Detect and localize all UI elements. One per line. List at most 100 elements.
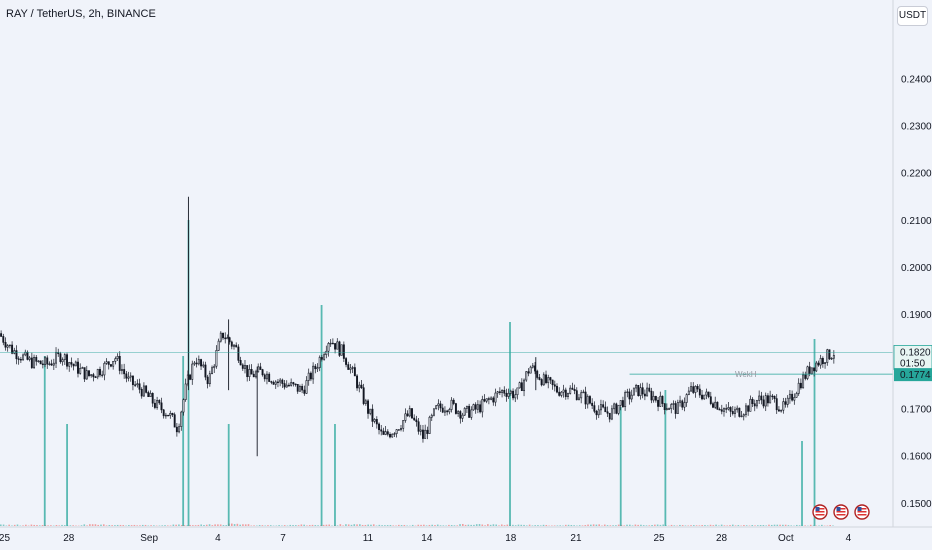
candle-body: [316, 367, 319, 370]
us-flag-icon[interactable]: [854, 504, 870, 520]
candle-body: [509, 390, 512, 394]
volume-bar: [784, 524, 787, 526]
time-tick-label: Oct: [778, 533, 794, 544]
volume-bar: [503, 525, 506, 526]
volume-bar: [473, 524, 475, 526]
volume-bar: [16, 524, 19, 526]
candle-body: [250, 369, 253, 375]
candle-body: [131, 375, 134, 386]
candle-body: [252, 373, 255, 378]
us-flag-icon[interactable]: [833, 504, 849, 520]
volume-bar: [425, 525, 428, 526]
candle-body: [402, 420, 405, 429]
candle-body: [397, 429, 400, 431]
volume-bar: [737, 525, 740, 526]
candle-body: [742, 414, 745, 417]
volume-bar: [467, 524, 470, 526]
volume-bar: [22, 525, 24, 526]
candle-body: [224, 337, 227, 340]
candle-body: [670, 404, 673, 410]
candle-body: [301, 385, 304, 391]
candle-body: [507, 392, 510, 397]
candle-body: [63, 354, 66, 360]
candle-body: [55, 352, 57, 364]
volume-bar: [821, 524, 823, 526]
candle-body: [454, 403, 457, 414]
candle-body: [351, 367, 354, 369]
candle-body: [459, 411, 462, 419]
candle-body: [806, 366, 809, 379]
volume-bar: [217, 524, 219, 526]
candle-body: [364, 400, 367, 404]
candle-body: [799, 382, 802, 389]
candle-body: [378, 423, 380, 431]
candle-body: [26, 351, 29, 360]
candle-body: [551, 379, 554, 386]
symbol-title[interactable]: RAY / TetherUS, 2h, BINANCE: [6, 8, 156, 20]
candle-body: [184, 383, 187, 400]
us-flag-icon[interactable]: [812, 504, 828, 520]
volume-bar: [590, 524, 592, 526]
volume-bar: [520, 524, 523, 526]
price-tick-label: 0.2400: [901, 74, 932, 85]
time-tick-label: 14: [421, 533, 433, 544]
candle-body: [428, 416, 431, 434]
candle-body: [560, 391, 563, 396]
volume-bar: [500, 524, 503, 526]
time-axis[interactable]: 25 28 Sep 4 7 11 14 18 21 25 28 Oct 4: [0, 533, 852, 544]
volume-bar: [231, 523, 233, 526]
event-markers[interactable]: [812, 504, 870, 520]
volume-bar: [345, 524, 347, 526]
volume-bar: [706, 525, 709, 526]
candle-body: [318, 357, 321, 368]
currency-badge[interactable]: USDT: [897, 6, 928, 26]
volume-bar: [136, 525, 138, 526]
volume-bar: [36, 525, 38, 526]
candle-body: [679, 400, 682, 403]
candle-body: [380, 429, 383, 432]
candle-body: [613, 403, 616, 410]
candle-body: [654, 395, 657, 401]
volume-bar: [236, 523, 239, 526]
volume-bar: [720, 524, 723, 526]
candle-body: [90, 374, 93, 376]
candle-body: [237, 346, 240, 361]
volume-spike: [227, 424, 230, 526]
volume-bar: [192, 525, 194, 526]
volume-bar: [754, 525, 756, 526]
candle-body: [246, 365, 249, 378]
candle-body: [175, 426, 178, 433]
volume-bar: [111, 525, 113, 526]
price-axis[interactable]: 0.15000.16000.17000.18000.19000.20000.21…: [901, 74, 932, 510]
candle-body: [134, 384, 137, 386]
volume-bar: [745, 525, 748, 526]
candle-body: [294, 383, 297, 386]
candle-body: [683, 402, 686, 408]
volume-bar: [397, 524, 400, 526]
candle-body: [334, 343, 337, 350]
candle-body: [244, 365, 246, 369]
candle-body: [195, 362, 198, 365]
volume-bar: [743, 525, 745, 526]
price-tick-label: 0.1900: [901, 310, 932, 321]
candle-body: [4, 342, 7, 348]
volume-bar: [144, 524, 147, 526]
volume-bar: [322, 524, 325, 526]
candle-body: [501, 389, 504, 393]
candle-body: [615, 403, 618, 414]
candle-body: [505, 392, 508, 397]
volume-bar: [317, 525, 319, 526]
volume-bar: [470, 524, 472, 526]
volume-bar: [178, 524, 180, 526]
candle-body: [105, 361, 108, 364]
volume-bar: [292, 525, 294, 526]
volume-bar: [47, 525, 49, 526]
flag-stripe: [815, 511, 825, 513]
candle-body: [784, 401, 787, 405]
candle-body: [15, 350, 18, 360]
candle-body: [411, 408, 413, 419]
candle-body: [0, 333, 3, 337]
candle-body: [287, 384, 290, 387]
